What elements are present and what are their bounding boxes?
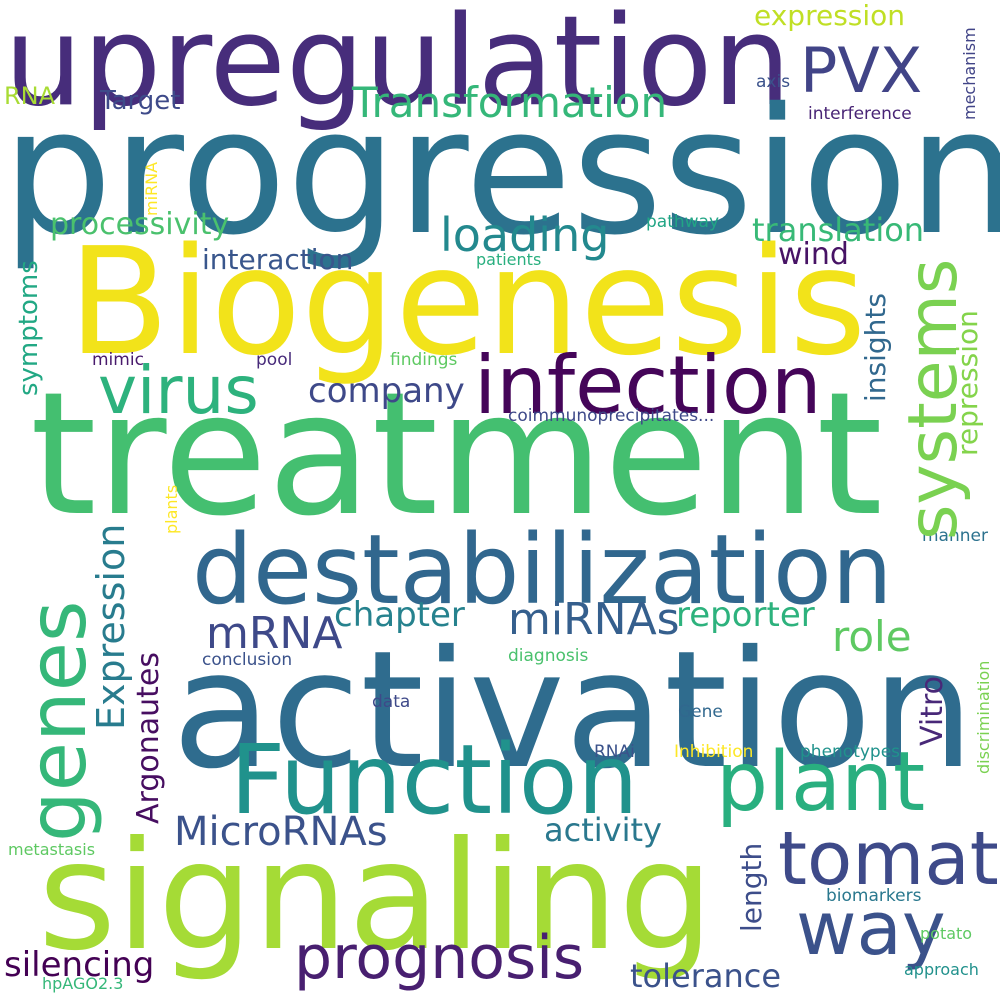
word-micrornas: MicroRNAs (174, 809, 388, 855)
word-processivity: processivity (50, 207, 230, 242)
word-prognosis: prognosis (294, 923, 585, 993)
word-pathway: pathway (646, 212, 720, 232)
word-plant: plant (716, 735, 926, 830)
word-gene: Gene (678, 702, 723, 722)
word-coimmunoprecipitates: coimmunoprecipitates... (508, 406, 715, 426)
word-approach: approach (904, 960, 979, 979)
word-insights: insights (859, 293, 892, 402)
word-progression: progression (2, 71, 1000, 274)
word-treatment: treatment (30, 356, 883, 554)
word-inhibition: Inhibition (674, 742, 754, 762)
word-wind: wind (778, 237, 849, 272)
word-manner: manner (922, 526, 988, 546)
word-way: way (796, 886, 946, 972)
word-rna: RNA (4, 82, 56, 110)
word-tomato: genes (11, 600, 104, 842)
word-potato: potato (920, 924, 973, 943)
word-silencing: silencing (4, 945, 155, 985)
word-role: role (832, 612, 912, 661)
word-virus: virus (98, 352, 259, 429)
word-company: company (308, 371, 465, 411)
word-reporter: reporter (676, 595, 815, 635)
word-length: length (735, 842, 768, 932)
word-diagnosis: diagnosis (508, 646, 589, 666)
word-findings: findings (390, 350, 458, 370)
word-translation: translation (752, 211, 925, 249)
word-transformation: Transformation (352, 78, 668, 127)
word-biomarkers: biomarkers (826, 886, 922, 906)
word-upregulation: upregulation (4, 0, 792, 134)
word-pvx: PVX (800, 34, 923, 107)
word-signaling: signaling (38, 810, 714, 984)
word-patients: patients (476, 250, 542, 269)
word-plants: plants (162, 484, 181, 534)
word-conclusion: conclusion (202, 650, 293, 670)
word-tolerance: tolerance (630, 957, 782, 995)
word-data: data (372, 692, 411, 712)
word-symptoms: symptoms (14, 260, 44, 396)
word-repression: repression (951, 310, 984, 456)
word-vitro: Vitro (915, 676, 950, 746)
word-mirnas: miRNAs (508, 594, 680, 645)
word-mirna: miRNA (142, 161, 161, 216)
word-activity: activity (544, 811, 662, 849)
word-phenotypes: phenotypes (800, 742, 901, 762)
word-expression-small: expression (754, 0, 906, 32)
word-rnai: RNAi (594, 742, 635, 762)
word-interaction: interaction (202, 243, 354, 276)
word-function: Function (230, 724, 639, 836)
word-infection: infection (474, 339, 822, 432)
word-genes: tomato (778, 816, 1000, 902)
word-hpago2-3: hpAGO2.3 (42, 974, 124, 993)
word-activation: activation (172, 617, 975, 805)
word-expression: Expression (89, 523, 133, 730)
word-axis: axis (756, 72, 791, 92)
word-pool: pool (256, 350, 293, 370)
word-metastasis: metastasis (8, 840, 96, 859)
word-target: Target (100, 86, 181, 116)
word-mimic: mimic (92, 350, 144, 370)
word-loading: loading (440, 208, 610, 262)
word-discrimination: discrimination (974, 660, 993, 774)
word-destabilization: destabilization (192, 514, 893, 626)
word-mrna: mRNA (206, 608, 343, 659)
word-chapter: chapter (334, 595, 465, 635)
word-argonautes: Argonautes (131, 652, 166, 824)
word-mechanism: mechanism (960, 27, 979, 120)
word-biogenesis: Biogenesis (68, 216, 867, 388)
word-interference: interference (808, 104, 912, 124)
